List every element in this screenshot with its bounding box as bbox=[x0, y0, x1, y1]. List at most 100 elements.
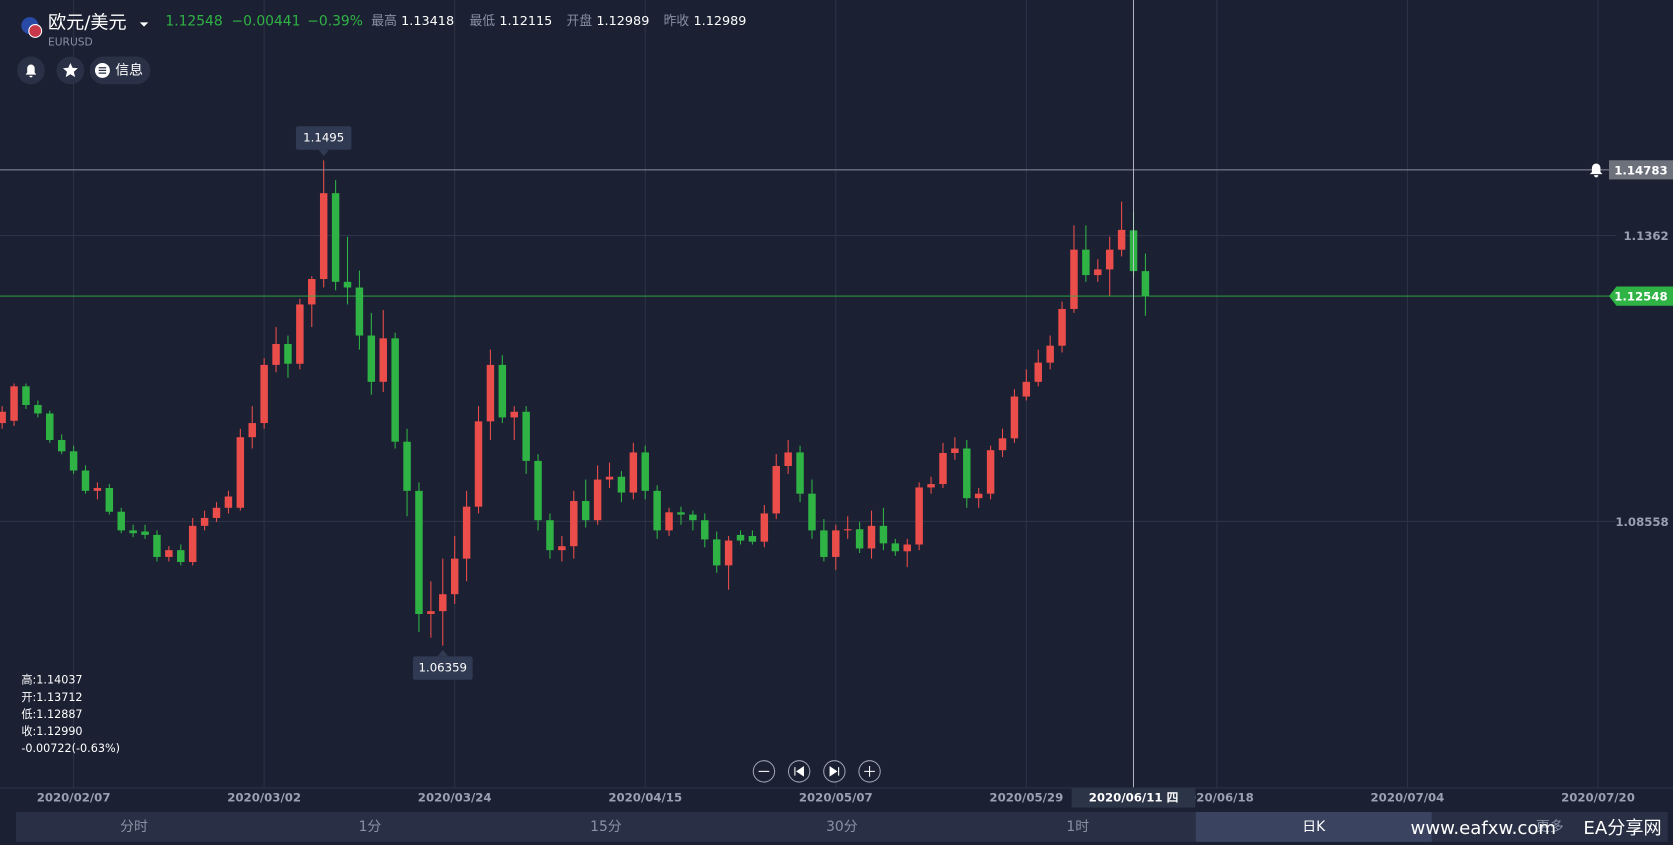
y-tick-label: 1.08558 bbox=[1615, 515, 1668, 529]
x-axis: 2020/02/07 2020/03/02 2020/03/24 2020/04/15… bbox=[37, 788, 1635, 808]
candle-body bbox=[546, 520, 554, 551]
x-tick-label: 2020/07/20 bbox=[1561, 791, 1635, 805]
stat-label: 昨收 bbox=[664, 14, 690, 29]
candle-body bbox=[784, 452, 792, 466]
candle-body bbox=[736, 534, 745, 541]
candle-body bbox=[296, 304, 304, 364]
last-price-box bbox=[1608, 286, 1673, 306]
alert-price-box bbox=[1608, 160, 1673, 180]
tab[interactable]: 更多 bbox=[1536, 818, 1564, 835]
candle-body bbox=[224, 496, 233, 508]
candle-body bbox=[355, 287, 364, 336]
flag-us bbox=[28, 24, 43, 38]
symbol[interactable]: 欧元/美元 bbox=[48, 12, 127, 33]
dropdown-icon[interactable] bbox=[139, 22, 149, 27]
candle-body bbox=[748, 536, 757, 542]
plot: 1.1495 1.06359 1.14783 1.12548 bbox=[0, 0, 1673, 788]
candle-body bbox=[629, 452, 638, 493]
candle-body bbox=[808, 493, 816, 531]
bell-icon bbox=[25, 64, 37, 78]
high-label-box bbox=[295, 126, 352, 150]
candle-body bbox=[474, 421, 483, 507]
candle-body bbox=[10, 386, 18, 421]
info-label[interactable]: 信息 bbox=[115, 61, 143, 78]
tab[interactable]: 30分 bbox=[826, 819, 858, 835]
change-pct: −0.39% bbox=[307, 13, 363, 29]
candle-body bbox=[236, 437, 245, 508]
tab[interactable]: 1分 bbox=[359, 819, 382, 835]
candle-body bbox=[927, 484, 935, 488]
symbol-code: EURUSD bbox=[48, 36, 93, 49]
candle-body bbox=[653, 490, 661, 531]
watermark: www.eafxw.com EA分享网 bbox=[1411, 818, 1662, 839]
stat-value: 1.12989 bbox=[694, 14, 747, 29]
candle-body bbox=[832, 530, 840, 557]
candle-body bbox=[522, 411, 530, 461]
candle-body bbox=[891, 543, 900, 552]
watermark-name: EA分享网 bbox=[1583, 818, 1661, 839]
candle-body bbox=[403, 441, 411, 491]
stat-label: 开盘 bbox=[567, 13, 593, 29]
candle-body bbox=[593, 479, 602, 521]
candle-body bbox=[379, 338, 387, 382]
candle-body bbox=[843, 529, 852, 531]
stat-label: 最高 bbox=[371, 13, 397, 29]
candle-body bbox=[1070, 249, 1078, 309]
candle-body bbox=[486, 364, 495, 422]
stat-label: 最低 bbox=[469, 14, 495, 29]
candle-body bbox=[772, 465, 780, 514]
x-tick-label: 2020/06/18 bbox=[1180, 791, 1254, 805]
tab[interactable]: 日K bbox=[1302, 819, 1326, 835]
candle-body bbox=[724, 540, 733, 566]
info-line: 开:1.13712 bbox=[21, 691, 82, 704]
candle-body bbox=[605, 476, 614, 480]
tab[interactable]: 1时 bbox=[1066, 819, 1089, 835]
candle-body bbox=[617, 476, 626, 493]
low-label-pointer bbox=[437, 649, 449, 657]
info-line: 低:1.12887 bbox=[21, 708, 82, 721]
tab[interactable]: 分时 bbox=[120, 819, 148, 835]
candle-body bbox=[689, 514, 697, 521]
high-label-pointer bbox=[318, 149, 330, 157]
icon bbox=[864, 766, 875, 777]
candle-body bbox=[319, 193, 328, 280]
low-label: 1.06359 bbox=[419, 661, 467, 675]
last-price-label: 1.12548 bbox=[1614, 290, 1667, 304]
alert-bell bbox=[1589, 163, 1603, 178]
icon bbox=[829, 766, 840, 777]
stat-value: 1.12115 bbox=[499, 14, 552, 29]
candle-body bbox=[951, 448, 959, 454]
candle-body bbox=[284, 343, 292, 364]
candle-body bbox=[1034, 362, 1042, 382]
info-line: 高:1.14037 bbox=[21, 673, 82, 687]
candle-body bbox=[855, 529, 864, 549]
y-tick-label: 1.1362 bbox=[1623, 229, 1668, 243]
candle-body bbox=[93, 488, 102, 491]
candle-body bbox=[1046, 345, 1054, 363]
stat-value: 1.13418 bbox=[401, 14, 454, 29]
candle-body bbox=[0, 411, 6, 424]
candle-body bbox=[986, 450, 995, 494]
candle-body bbox=[81, 470, 90, 491]
candle-body bbox=[796, 452, 804, 494]
tab[interactable]: 15分 bbox=[590, 819, 622, 835]
crosshair-label-box bbox=[1071, 788, 1196, 808]
candle-body bbox=[903, 544, 911, 552]
candle-body bbox=[200, 517, 209, 526]
info-icon-lines bbox=[98, 67, 107, 74]
candle-body bbox=[998, 438, 1007, 451]
candle-body bbox=[415, 490, 423, 614]
zoom-controls bbox=[752, 760, 881, 783]
candle-body bbox=[212, 507, 221, 518]
candle-body bbox=[641, 452, 649, 491]
candle-body bbox=[570, 501, 578, 547]
header: 欧元/美元 EURUSD 1.12548 −0.00441 −0.39% 最高 … bbox=[17, 12, 747, 85]
candle-body bbox=[105, 488, 114, 512]
candle-body bbox=[581, 501, 590, 521]
candle-body bbox=[34, 404, 42, 414]
candle-body bbox=[129, 530, 137, 534]
candle-body bbox=[677, 512, 685, 515]
crosshair-label: 2020/06/11 四 bbox=[1089, 791, 1179, 805]
candle-body bbox=[1094, 269, 1102, 276]
